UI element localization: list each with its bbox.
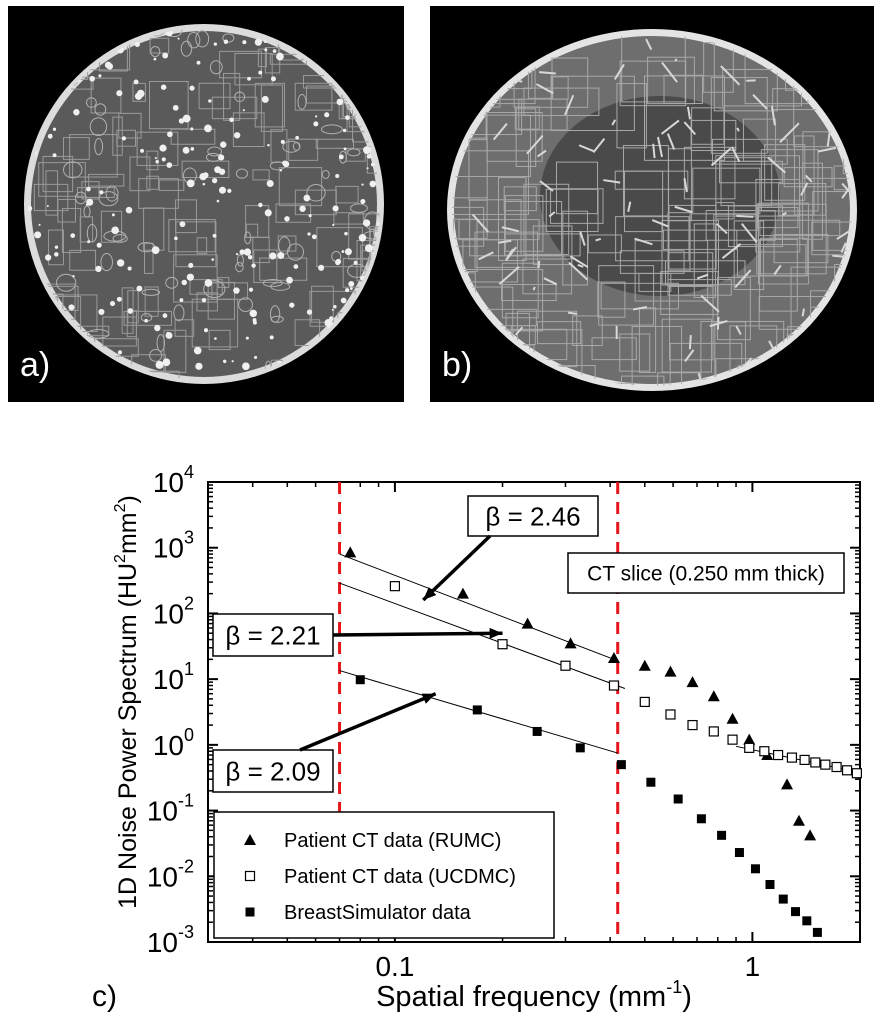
data-point-series-2	[696, 814, 706, 824]
data-point-series-2	[472, 705, 482, 715]
data-point-series-2	[673, 794, 683, 804]
annotation-ct-slice: CT slice (0.250 mm thick)	[587, 563, 825, 586]
y-tick-label: 10-2	[147, 856, 194, 892]
noise-power-chart: 10-3 10-2 10-1 100 101 102 103 104 0.1 1 Spatial f…	[0, 420, 874, 1025]
data-point-series-2	[532, 726, 542, 736]
phantom-circle-slice	[24, 24, 384, 384]
data-point-series-1	[639, 696, 650, 708]
data-point-series-1	[841, 765, 853, 776]
data-point-series-0	[707, 690, 720, 702]
chart-svg: 10-3 10-2 10-1 100 101 102 103 104 0.1 1 Spatial f…	[112, 462, 862, 1013]
data-point-series-2	[802, 916, 812, 926]
data-point-series-0	[521, 617, 534, 629]
arrow-beta-ucdmc	[332, 631, 503, 637]
panel-a-image: a)	[8, 6, 404, 402]
data-point-series-0	[344, 546, 357, 558]
data-point-series-0	[564, 637, 577, 649]
data-point-series-0	[607, 651, 620, 663]
legend-label: Patient CT data (RUMC)	[284, 830, 501, 852]
data-point-series-1	[608, 680, 620, 691]
legend-marker	[244, 834, 256, 845]
panel-c-label: c)	[92, 980, 117, 1013]
arrow-beta-ucdmc-head	[489, 627, 503, 639]
data-point-series-1	[831, 761, 842, 773]
annotation-ct-slice-box	[567, 552, 845, 594]
data-point-series-1	[851, 768, 862, 779]
legend-marker	[245, 907, 255, 917]
data-point-series-1	[744, 742, 755, 753]
x-tick-label: 0.1	[375, 951, 414, 982]
data-point-series-1	[820, 759, 831, 770]
data-point-series-0	[456, 587, 469, 599]
data-point-series-0	[792, 814, 805, 826]
data-point-series-1	[687, 719, 698, 731]
data-point-series-0	[804, 829, 817, 841]
annotation-beta-ucdmc: β = 2.21	[225, 620, 320, 650]
x-tick-label: 1	[745, 951, 761, 982]
y-tick-label: 10-1	[147, 791, 194, 827]
data-point-series-2	[812, 927, 822, 937]
breast-ct-slice	[447, 29, 857, 391]
panel-b-label: b)	[442, 346, 473, 384]
panel-b-image: b)	[430, 6, 874, 402]
data-point-series-1	[799, 754, 810, 766]
data-point-series-1	[389, 581, 401, 592]
data-point-series-1	[772, 749, 784, 761]
data-point-series-2	[765, 879, 775, 889]
data-point-series-0	[686, 676, 699, 688]
annotation-beta-sim: β = 2.09	[225, 756, 320, 786]
fit-line	[339, 582, 626, 689]
data-point-series-1	[727, 734, 738, 745]
y-tick-label: 102	[153, 593, 194, 629]
data-point-series-2	[616, 760, 626, 770]
data-point-series-2	[646, 777, 656, 787]
data-point-series-1	[810, 757, 821, 768]
plot-frame	[207, 481, 861, 943]
y-axis-label: 1D Noise Power Spectrum (HU2mm2)	[112, 495, 142, 909]
y-tick-label: 103	[153, 528, 194, 564]
legend-label: Patient CT data (UCDMC)	[284, 866, 516, 888]
y-tick-label: 101	[153, 659, 194, 695]
data-point-series-1	[560, 660, 571, 671]
arrow-beta-sim	[299, 692, 437, 752]
legend-label: BreastSimulator data	[284, 902, 472, 924]
x-axis-label: Spatial frequency (mm-1)	[376, 977, 692, 1013]
data-point-series-2	[790, 907, 800, 917]
data-point-series-2	[750, 864, 760, 874]
data-point-series-2	[778, 894, 788, 904]
y-tick-label: 104	[153, 462, 194, 498]
data-point-series-2	[575, 743, 585, 753]
arrow-beta-sim-head	[421, 693, 436, 704]
data-point-series-0	[638, 659, 651, 671]
annotation-beta-rumc: β = 2.46	[485, 501, 580, 531]
annotation-beta-ucdmc-box	[212, 613, 334, 657]
arrow-beta-rumc-head	[423, 587, 437, 601]
data-point-series-0	[781, 778, 794, 790]
annotation-beta-sim-box	[212, 749, 334, 793]
data-point-series-0	[726, 712, 739, 724]
data-point-series-0	[664, 665, 677, 677]
data-point-series-1	[786, 752, 798, 763]
legend-box	[213, 811, 555, 939]
y-tick-label: 10-3	[147, 922, 194, 958]
arrow-beta-rumc	[422, 534, 492, 602]
data-point-series-0	[743, 733, 756, 745]
legend-marker	[244, 870, 256, 882]
data-point-series-2	[355, 675, 365, 685]
data-point-series-1	[665, 709, 676, 720]
annotation-beta-rumc-box	[467, 495, 599, 537]
y-tick-label: 100	[153, 725, 194, 761]
data-point-series-2	[734, 848, 744, 858]
data-point-series-1	[708, 726, 719, 737]
data-point-series-1	[497, 639, 508, 650]
panel-a-label: a)	[20, 346, 51, 384]
data-point-series-2	[717, 830, 727, 840]
data-point-series-1	[759, 746, 770, 757]
